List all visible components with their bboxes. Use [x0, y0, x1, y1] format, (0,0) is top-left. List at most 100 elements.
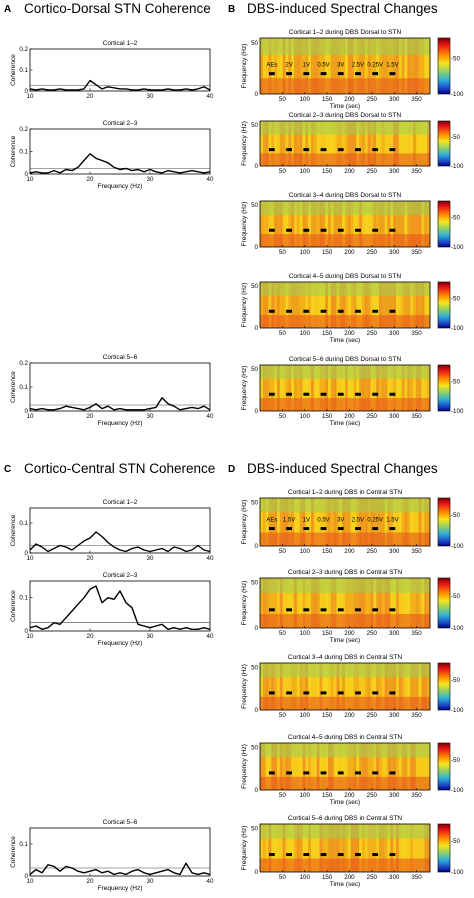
y-axis-label: Coherence	[10, 590, 17, 622]
x-tick-label: 20	[87, 176, 94, 183]
y-tick-label: 0	[255, 408, 259, 415]
pulse-label: 1V	[303, 518, 310, 524]
spectrogram-column	[279, 201, 283, 247]
spectrogram-column	[364, 824, 368, 872]
spectrogram-column	[325, 38, 329, 94]
spectrogram-column	[367, 498, 371, 546]
x-tick-label: 100	[300, 249, 311, 256]
stimulation-marker	[337, 527, 344, 531]
x-tick-label: 20	[87, 93, 94, 100]
colorbar-tick-label: -100	[451, 408, 464, 415]
spectrogram-column	[353, 498, 357, 546]
spectrogram-column	[291, 663, 295, 710]
spectrogram-column	[384, 498, 388, 546]
x-tick-label: 100	[300, 96, 311, 103]
stimulation-marker	[372, 691, 379, 695]
pulse-label: 2.5V	[352, 518, 364, 524]
stimulation-marker	[320, 392, 327, 396]
stimulation-marker	[286, 392, 292, 396]
pulse-label: 1.5V	[386, 518, 398, 524]
spectrogram-column	[370, 663, 374, 710]
spectrogram-column	[404, 201, 408, 247]
spectrogram-column	[313, 38, 317, 94]
spectrogram-column	[407, 38, 411, 94]
spectrogram-column	[376, 365, 380, 411]
plot-title: Cortical 5–6	[103, 819, 138, 826]
stimulation-marker	[286, 527, 292, 531]
spectrogram-column	[328, 824, 332, 872]
spectrogram-column	[384, 824, 388, 872]
spectrogram-column	[381, 578, 385, 628]
spectrogram-column	[347, 824, 351, 872]
spectrogram-column	[305, 38, 309, 94]
spectrogram-column	[274, 498, 278, 546]
spectrogram-column	[302, 38, 306, 94]
spectrogram-column	[279, 663, 283, 710]
spectrogram-column	[336, 578, 340, 628]
stimulation-marker	[320, 309, 327, 313]
spectrogram-column	[336, 663, 340, 710]
spectrogram-column	[274, 663, 278, 710]
y-tick-label: 0.1	[19, 841, 28, 848]
spectrogram-column	[373, 743, 377, 790]
spectrogram-column	[268, 663, 272, 710]
spectrogram-column	[359, 38, 363, 94]
x-tick-label: 40	[207, 878, 214, 885]
spectrogram-column	[421, 201, 425, 247]
spectrogram-column	[294, 282, 298, 328]
spectrogram-column	[407, 282, 411, 328]
spectrogram-column	[421, 121, 425, 166]
stimulation-marker	[389, 228, 396, 232]
stimulation-marker	[303, 527, 310, 531]
spectrogram-column	[390, 282, 394, 328]
spectrogram-column	[407, 743, 411, 790]
spectrogram-column	[356, 38, 360, 94]
spectrogram-column	[316, 663, 320, 710]
spectrogram-column	[285, 121, 289, 166]
spectrogram-column	[353, 824, 357, 872]
plot-frame	[259, 497, 431, 547]
spectrogram-column	[333, 498, 337, 546]
spectrogram-column	[260, 578, 264, 628]
spectrogram-column	[288, 824, 292, 872]
spectrogram-column	[277, 282, 281, 328]
plot-title: Cortical 1–2 during DBS Dorsal to STN	[289, 29, 402, 36]
spectrogram-column	[313, 365, 317, 411]
spectrogram-column	[328, 365, 332, 411]
spectrogram-column	[376, 282, 380, 328]
spectrogram-column	[268, 121, 272, 166]
spectrogram-column	[345, 38, 349, 94]
spectrogram-column	[279, 578, 283, 628]
spectrogram-column	[311, 201, 315, 247]
colorbar	[437, 577, 451, 629]
spectrogram-column	[260, 121, 264, 166]
spectrogram-column	[294, 578, 298, 628]
spectrogram-column	[288, 121, 292, 166]
spectrogram-column	[330, 824, 334, 872]
spectrogram-column	[393, 578, 397, 628]
spectrogram-column	[404, 121, 408, 166]
spectrogram-column	[387, 365, 391, 411]
spectrogram-column	[359, 365, 363, 411]
spectrogram-column	[319, 663, 323, 710]
spectrogram-column	[277, 121, 281, 166]
spectrogram-column	[424, 498, 428, 546]
y-tick-label: 50	[251, 499, 258, 506]
spectrogram-column	[277, 578, 281, 628]
spectrogram-column	[336, 743, 340, 790]
plot-title: Cortical 1–2	[103, 40, 138, 47]
spectrogram-column	[393, 824, 397, 872]
spectrogram-column	[364, 498, 368, 546]
spectrogram-column	[299, 743, 303, 790]
spectrogram-column	[336, 498, 340, 546]
spectrogram-column	[410, 365, 414, 411]
section-letter-b: B	[228, 4, 235, 15]
spectrogram-column	[305, 743, 309, 790]
spectrogram-column	[342, 824, 346, 872]
spectrogram-column	[277, 201, 281, 247]
spectrogram-column	[393, 365, 397, 411]
spectrogram-column	[424, 38, 428, 94]
spectrogram-column	[347, 578, 351, 628]
spectrogram-column	[359, 663, 363, 710]
spectrogram-column	[415, 282, 419, 328]
